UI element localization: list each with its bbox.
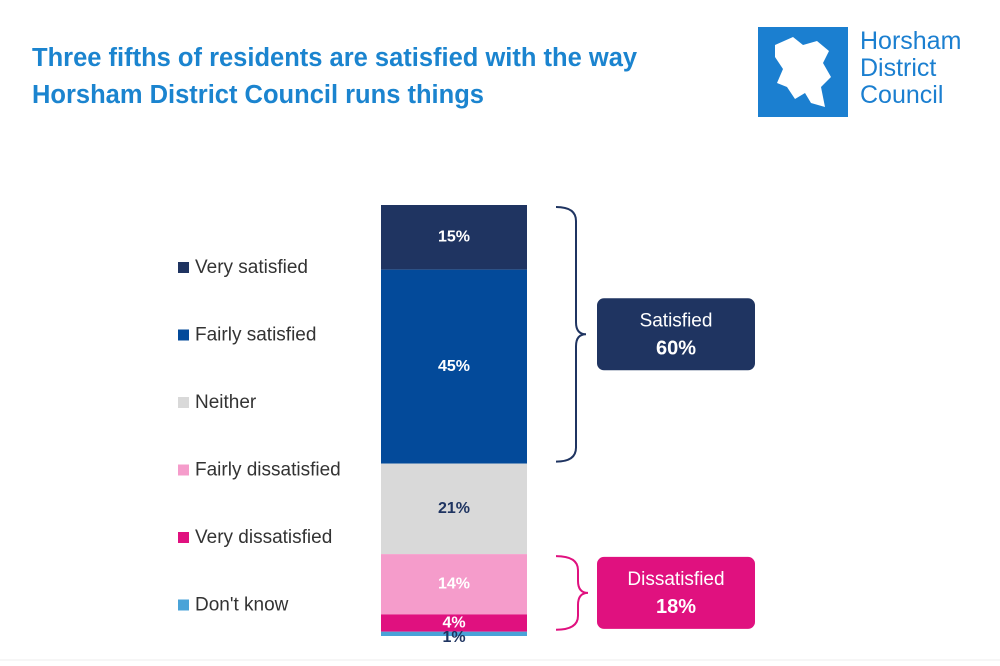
logo-text: Horsham District Council bbox=[860, 28, 961, 109]
callout-value: 60% bbox=[656, 338, 696, 360]
bar-segment bbox=[381, 554, 527, 615]
legend-swatch bbox=[178, 329, 189, 341]
legend-swatch bbox=[178, 464, 189, 476]
logo-line: Horsham bbox=[860, 27, 962, 55]
chart-title: Three fifths of residents are satisfied … bbox=[32, 44, 638, 109]
logo-line: Council bbox=[860, 81, 944, 109]
legend-swatch bbox=[178, 397, 189, 408]
legend-swatch bbox=[178, 599, 189, 611]
data-label: 45% bbox=[438, 358, 470, 375]
bar-segment bbox=[381, 269, 527, 464]
callout-box bbox=[597, 556, 755, 629]
data-label: 1% bbox=[442, 629, 465, 646]
data-label: 21% bbox=[438, 500, 470, 517]
data-label: 4% bbox=[442, 614, 465, 631]
callout-label: Dissatisfied bbox=[627, 569, 724, 590]
legend-label: Don't know bbox=[195, 595, 289, 616]
legend-swatch bbox=[178, 262, 189, 273]
legend-label: Fairly dissatisfied bbox=[195, 460, 341, 481]
bar-segment bbox=[381, 463, 527, 555]
data-label: 15% bbox=[438, 229, 470, 246]
legend-swatch bbox=[178, 532, 189, 543]
legend-label: Fairly satisfied bbox=[195, 325, 316, 346]
logo-line: District bbox=[860, 54, 937, 82]
bracket bbox=[555, 206, 587, 463]
logo-lion bbox=[775, 37, 831, 107]
bar-segment bbox=[381, 205, 527, 270]
callout-label: Satisfied bbox=[640, 310, 713, 331]
legend-label: Very satisfied bbox=[195, 257, 308, 278]
callout-box bbox=[597, 298, 755, 371]
data-label: 14% bbox=[438, 575, 470, 592]
bar-segment bbox=[381, 631, 527, 636]
callout-value: 18% bbox=[656, 596, 696, 618]
legend-label: Neither bbox=[195, 392, 257, 413]
logo-mark bbox=[758, 27, 848, 117]
bar-segment bbox=[381, 614, 527, 632]
legend-label: Very dissatisfied bbox=[195, 527, 332, 548]
bracket bbox=[555, 555, 589, 631]
